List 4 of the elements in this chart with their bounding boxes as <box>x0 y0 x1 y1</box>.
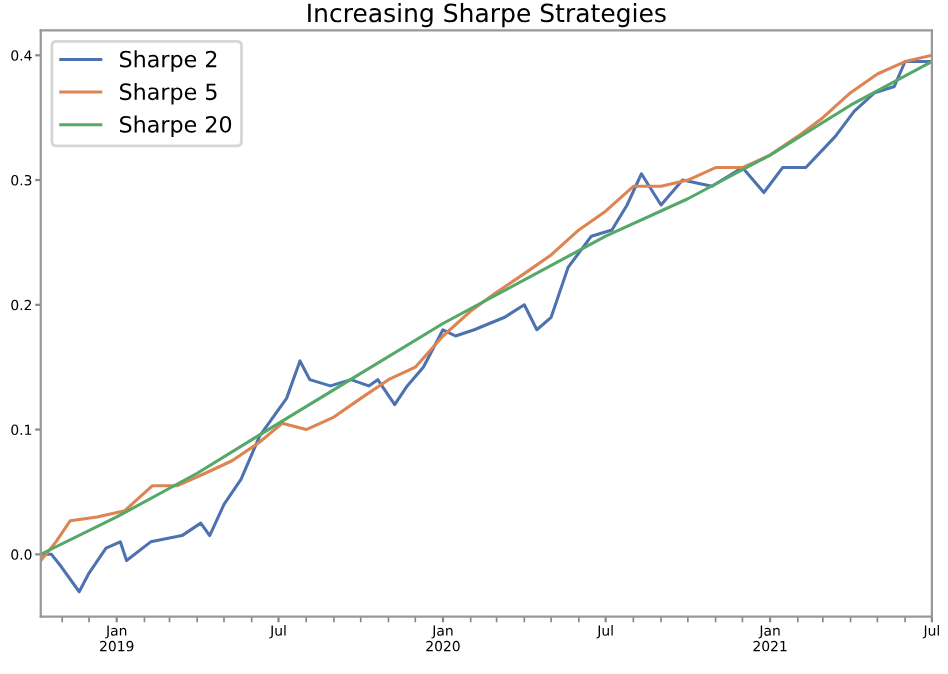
legend-label: Sharpe 20 <box>120 115 232 138</box>
legend-label: Sharpe 2 <box>120 50 217 72</box>
legend-label: Sharpe 5 <box>120 82 217 105</box>
chart-title: Increasing Sharpe Strategies <box>308 3 666 28</box>
